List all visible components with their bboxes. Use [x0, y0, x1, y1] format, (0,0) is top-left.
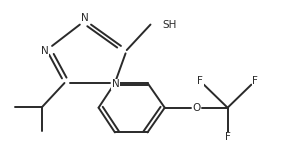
Text: N: N	[81, 13, 89, 23]
Text: N: N	[41, 46, 49, 56]
Text: O: O	[192, 103, 201, 113]
Text: F: F	[252, 76, 258, 86]
Text: F: F	[225, 132, 231, 142]
Text: F: F	[197, 76, 203, 86]
Text: SH: SH	[162, 20, 177, 30]
Text: N: N	[112, 79, 120, 89]
